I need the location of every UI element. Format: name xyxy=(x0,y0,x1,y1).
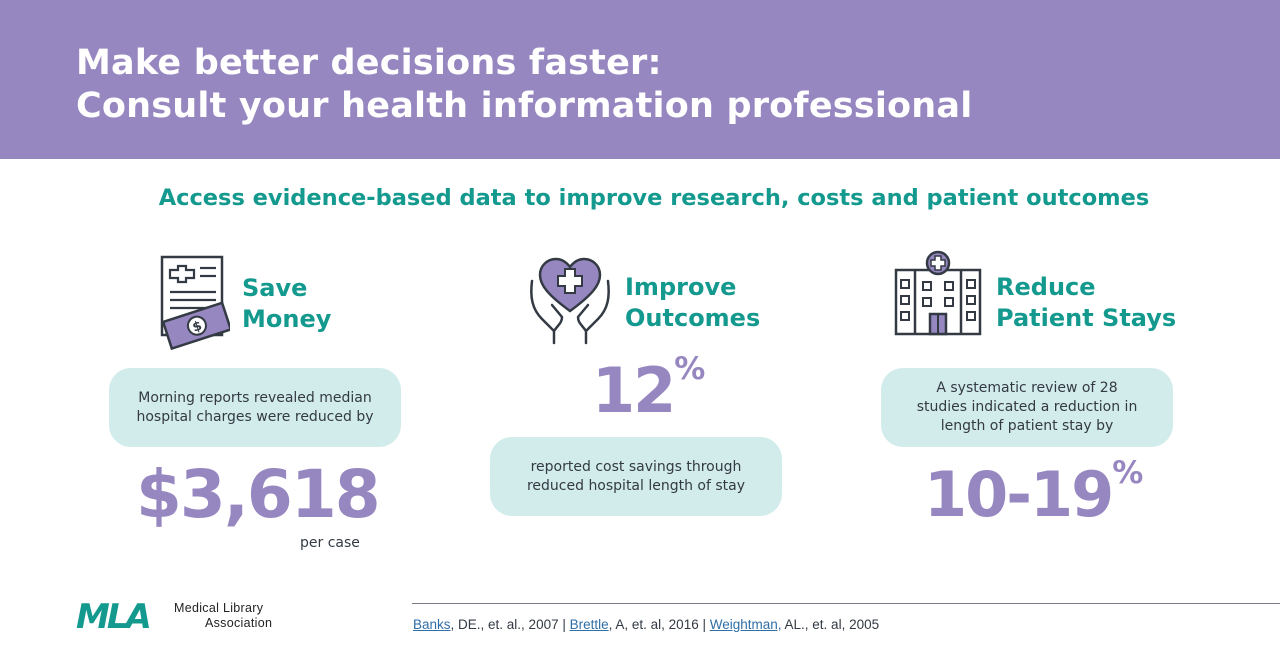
reduce-stays-stat-value: 10-19 xyxy=(924,458,1114,531)
footer-divider xyxy=(412,603,1280,604)
citation-separator: | xyxy=(558,617,570,632)
reduce-stays-stat-unit: % xyxy=(1112,454,1144,491)
header-banner: Make better decisions faster: Consult yo… xyxy=(0,0,1280,159)
page-title-line-1: Make better decisions faster: xyxy=(76,43,662,83)
save-money-text: Morning reports revealed median hospital… xyxy=(136,389,374,425)
mla-logo: MLA Medical Library Association xyxy=(76,597,296,637)
save-money-stat-suffix: per case xyxy=(300,535,360,551)
reduce-stays-text: A systematic review of 28 studies indica… xyxy=(916,380,1138,434)
svg-text:$: $ xyxy=(191,319,204,336)
improve-outcomes-text: reported cost savings through reduced ho… xyxy=(526,458,746,494)
reduce-stays-bubble: A systematic review of 28 studies indica… xyxy=(881,368,1173,447)
citation-text-weightman: AL., et. al, 2005 xyxy=(781,617,880,632)
improve-outcomes-title: Improve Outcomes xyxy=(625,272,760,334)
citation-text-banks: , DE., et. al., 2007 xyxy=(450,617,559,632)
reduce-stays-title-line-1: Reduce xyxy=(996,273,1096,301)
reduce-stays-title: Reduce Patient Stays xyxy=(996,272,1176,334)
citation-link-brettle[interactable]: Brettle xyxy=(569,617,609,632)
citation-text-brettle: , A, et. al, 2016 xyxy=(608,617,699,632)
page-title: Make better decisions faster: Consult yo… xyxy=(76,42,972,128)
improve-outcomes-title-line-2: Outcomes xyxy=(625,304,761,332)
save-money-stat: $3,618 xyxy=(136,456,381,533)
save-money-stat-value: $3,618 xyxy=(136,456,381,533)
mla-logo-letters: MLA xyxy=(76,597,152,637)
citation-link-weightman[interactable]: Weightman, xyxy=(709,617,782,632)
save-money-bubble: Morning reports revealed median hospital… xyxy=(109,368,401,447)
improve-outcomes-bubble: reported cost savings through reduced ho… xyxy=(490,437,782,516)
heart-hands-icon xyxy=(530,257,610,345)
hospital-icon xyxy=(894,250,982,336)
reduce-stays-title-line-2: Patient Stays xyxy=(996,304,1177,332)
reduce-stays-stat: 10-19% xyxy=(924,454,1144,531)
mla-logo-name-line-2: Association xyxy=(205,616,273,630)
improve-outcomes-stat-value: 12 xyxy=(592,354,676,427)
mla-logo-name-line-1: Medical Library xyxy=(174,601,264,615)
mla-logo-name: Medical Library Association xyxy=(174,601,272,631)
money-document-icon: $ xyxy=(160,255,230,351)
citation-link-banks[interactable]: Banks xyxy=(413,617,451,632)
save-money-title-line-2: Money xyxy=(242,305,332,333)
save-money-title: Save Money xyxy=(242,273,331,335)
page-title-line-2: Consult your health information professi… xyxy=(76,86,973,126)
improve-outcomes-title-line-1: Improve xyxy=(625,273,737,301)
save-money-title-line-1: Save xyxy=(242,274,308,302)
citation-separator: | xyxy=(698,617,710,632)
improve-outcomes-stat: 12% xyxy=(592,350,706,427)
improve-outcomes-stat-unit: % xyxy=(674,350,706,387)
page-subtitle: Access evidence-based data to improve re… xyxy=(158,185,1150,211)
citations: Banks, DE., et. al., 2007 | Brettle, A, … xyxy=(413,617,879,632)
